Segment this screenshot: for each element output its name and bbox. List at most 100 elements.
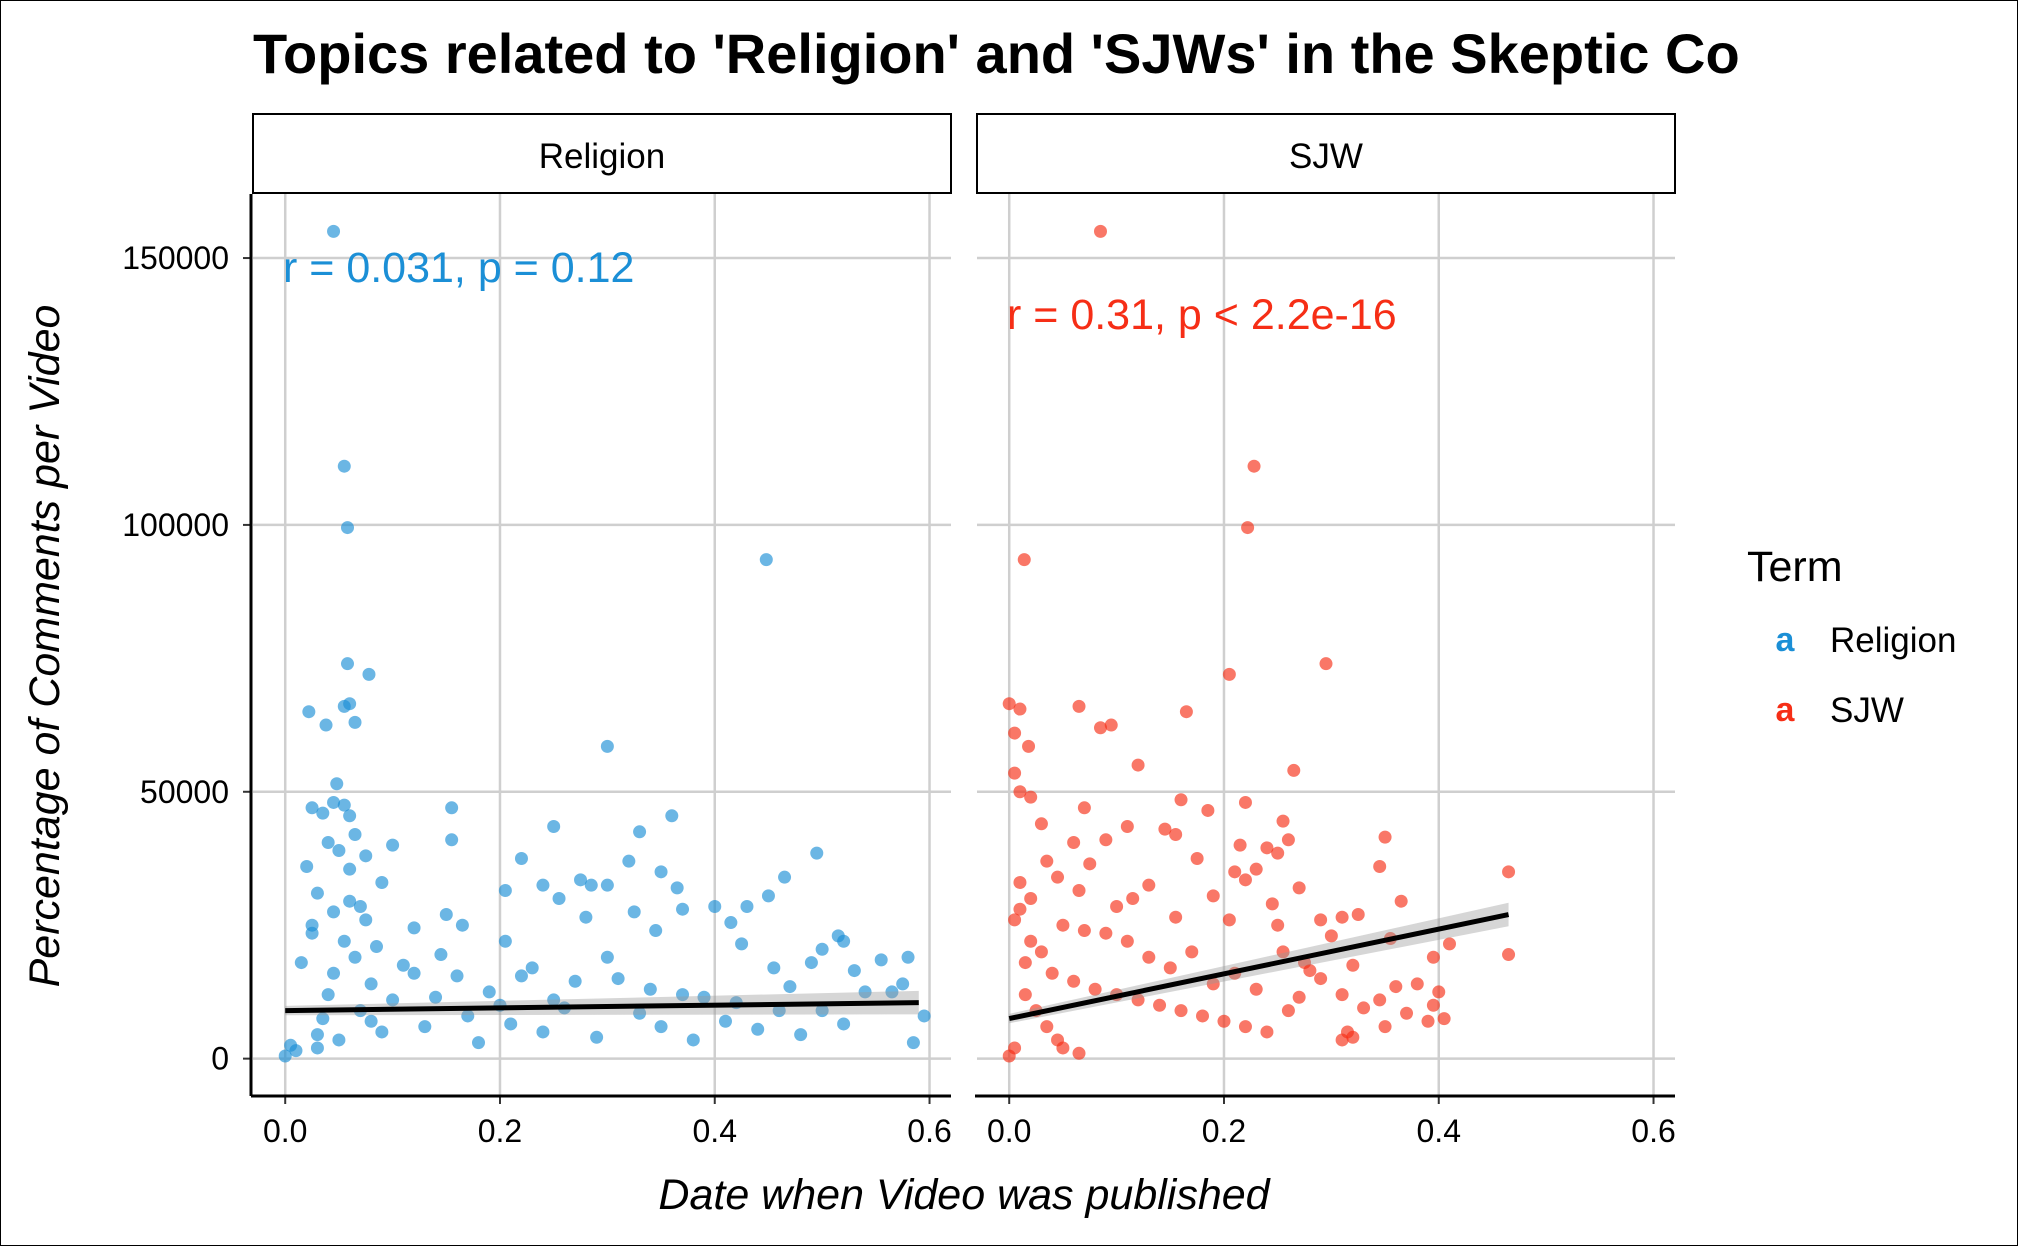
data-point <box>1013 785 1027 799</box>
data-point <box>332 1033 346 1047</box>
data-point <box>330 777 344 791</box>
data-point <box>337 798 351 812</box>
data-point <box>1072 1046 1086 1060</box>
data-point <box>1067 974 1081 988</box>
data-point <box>643 982 657 996</box>
data-point <box>772 1004 786 1018</box>
data-point <box>407 921 421 935</box>
data-point <box>552 892 566 906</box>
data-point <box>321 835 335 849</box>
data-point <box>568 974 582 988</box>
data-point <box>369 940 383 954</box>
data-point <box>1303 964 1317 978</box>
data-point <box>724 916 738 930</box>
legend-key-religion: a <box>1776 621 1796 659</box>
data-point <box>461 1009 475 1023</box>
data-point <box>1394 894 1408 908</box>
data-point <box>305 801 319 815</box>
data-point <box>337 459 351 473</box>
data-point <box>1163 961 1177 975</box>
data-point <box>445 801 459 815</box>
data-point <box>1201 803 1215 817</box>
data-point <box>627 905 641 919</box>
data-point <box>1351 908 1365 922</box>
data-point <box>1238 873 1252 887</box>
data-point <box>1410 977 1424 991</box>
data-point <box>1126 892 1140 906</box>
trend-line <box>285 1000 919 1014</box>
y-tick-label: 50000 <box>140 774 229 810</box>
data-point <box>810 846 824 860</box>
data-point <box>1206 977 1220 991</box>
data-point <box>1222 913 1236 927</box>
data-point <box>1238 1020 1252 1034</box>
data-point <box>343 894 357 908</box>
data-point <box>1281 833 1295 847</box>
data-point <box>1281 1004 1295 1018</box>
data-point <box>1260 1025 1274 1039</box>
data-point <box>504 1017 518 1031</box>
data-point <box>1437 1012 1451 1026</box>
data-point <box>1024 934 1038 948</box>
data-point <box>1022 739 1036 753</box>
strip-sjw-box <box>976 113 1676 194</box>
data-point <box>1260 841 1274 855</box>
data-point <box>364 1014 378 1028</box>
data-point <box>445 833 459 847</box>
data-point <box>1179 705 1193 719</box>
data-point <box>359 849 373 863</box>
data-point <box>1206 889 1220 903</box>
data-point <box>1099 926 1113 940</box>
data-point <box>498 884 512 898</box>
data-point <box>1013 876 1027 890</box>
x-axis-title: Date when Video was published <box>658 1171 1271 1219</box>
data-point <box>1426 998 1440 1012</box>
data-point <box>348 715 362 729</box>
legend-label-religion: Religion <box>1830 621 1956 660</box>
data-point <box>1228 865 1242 879</box>
points-sjw <box>1002 224 1516 1063</box>
data-point <box>337 934 351 948</box>
legend: Term a Religion a SJW <box>1747 543 1956 730</box>
data-point <box>525 961 539 975</box>
data-point <box>300 859 314 873</box>
data-point <box>804 956 818 970</box>
data-point <box>708 900 722 914</box>
data-point <box>343 809 357 823</box>
data-point <box>434 948 448 962</box>
xticks-sjw: 0.0 0.2 0.4 0.6 <box>987 1096 1676 1149</box>
x-tick-label: 0.6 <box>907 1113 951 1149</box>
data-point <box>1024 790 1038 804</box>
data-point <box>1153 998 1167 1012</box>
data-point <box>472 1036 486 1050</box>
strip-sjw-label: SJW <box>1289 137 1363 176</box>
data-point <box>1013 902 1027 916</box>
grid-religion <box>253 194 951 1096</box>
data-point <box>1373 993 1387 1007</box>
data-point <box>858 985 872 999</box>
data-point <box>600 950 614 964</box>
data-point <box>482 985 496 999</box>
data-point <box>1271 846 1285 860</box>
data-point <box>906 1036 920 1050</box>
data-point <box>579 910 593 924</box>
data-point <box>1174 793 1188 807</box>
strip-religion-label: Religion <box>539 137 665 176</box>
data-point <box>847 964 861 978</box>
data-point <box>767 961 781 975</box>
data-point <box>1017 553 1031 567</box>
data-point <box>359 913 373 927</box>
data-point <box>1276 945 1290 959</box>
facet-sjw: SJW r = 0.31, p < 2.2e-16 0.0 0.2 0.4 0.6 <box>975 113 1676 1149</box>
data-point <box>676 902 690 916</box>
grid-sjw <box>977 194 1675 1096</box>
data-point <box>284 1038 298 1052</box>
data-point <box>837 1017 851 1031</box>
data-point <box>439 908 453 922</box>
data-point <box>1233 838 1247 852</box>
data-point <box>536 1025 550 1039</box>
data-point <box>386 993 400 1007</box>
data-point <box>1008 766 1022 780</box>
data-point <box>364 977 378 991</box>
data-point <box>310 1028 324 1042</box>
